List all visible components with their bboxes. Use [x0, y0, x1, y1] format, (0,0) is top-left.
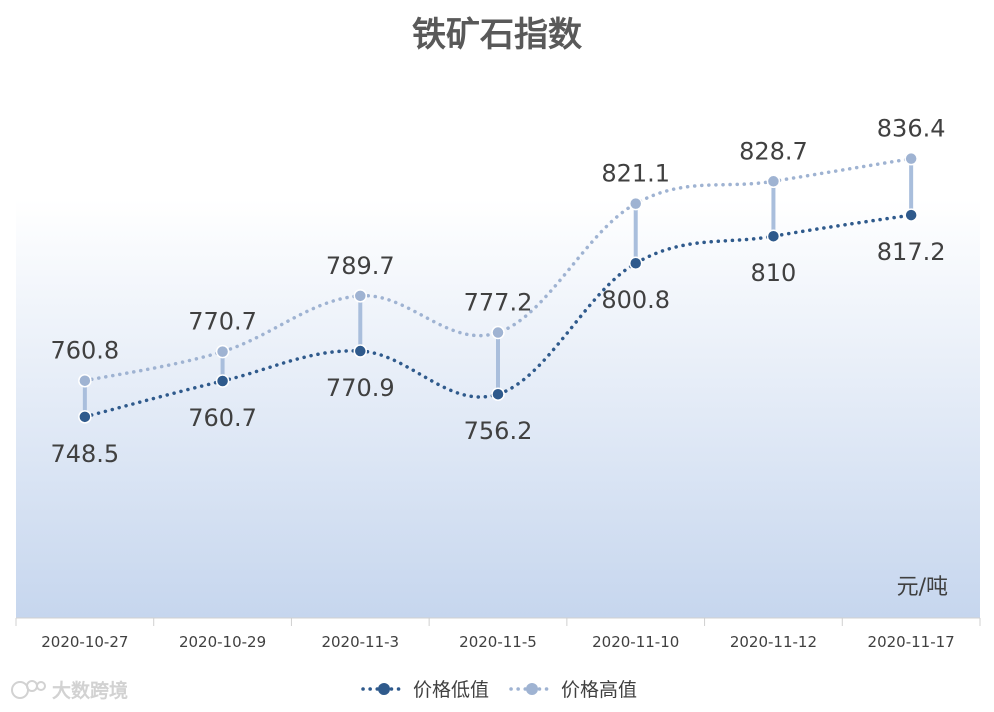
data-label: 770.9	[326, 374, 395, 402]
x-tick-label: 2020-10-29	[179, 633, 266, 651]
data-label: 821.1	[601, 160, 670, 188]
data-label: 760.7	[188, 404, 257, 432]
data-point	[766, 174, 781, 189]
data-point	[78, 373, 92, 388]
data-point	[766, 229, 781, 243]
data-label: 789.7	[326, 252, 395, 280]
watermark-logo-icon	[11, 680, 46, 699]
chart-title: 铁矿石指数	[412, 15, 582, 55]
data-point	[215, 344, 230, 359]
data-label: 777.2	[464, 289, 533, 317]
x-tick-label: 2020-10-27	[41, 633, 128, 651]
unit-label: 元/吨	[897, 575, 948, 600]
data-label: 817.2	[877, 238, 946, 266]
x-tick-label: 2020-11-10	[592, 633, 679, 651]
legend-item-1: 价格高值	[509, 679, 637, 701]
data-point	[904, 208, 918, 222]
x-tick-label: 2020-11-17	[868, 633, 955, 651]
legend-marker	[378, 683, 390, 695]
x-tick-label: 2020-11-3	[321, 633, 399, 651]
data-point	[904, 151, 918, 166]
legend: 价格低值 价格高值	[361, 679, 637, 701]
data-label: 748.5	[50, 440, 119, 468]
series-points	[78, 151, 918, 424]
data-point	[353, 289, 368, 303]
legend-item-0: 价格低值	[361, 679, 489, 701]
legend-label: 价格低值	[413, 679, 489, 701]
data-point	[353, 344, 368, 358]
x-tick-label: 2020-11-12	[730, 633, 817, 651]
legend-label: 价格高值	[561, 679, 637, 701]
watermark-text: 大数跨境	[52, 679, 128, 702]
data-labels: 748.5 760.7 770.9 756.2 800.8 810 817.2 760.8 77…	[50, 115, 945, 468]
data-point	[78, 410, 92, 424]
data-label: 756.2	[464, 417, 533, 445]
data-label: 760.8	[50, 337, 119, 365]
data-point	[491, 387, 505, 401]
legend-marker	[526, 683, 538, 695]
data-point	[628, 196, 643, 211]
data-point	[491, 325, 505, 340]
data-label: 828.7	[739, 137, 808, 165]
data-label: 810	[751, 259, 797, 287]
data-label: 800.8	[601, 286, 670, 314]
data-point	[628, 256, 643, 270]
data-point	[215, 374, 230, 388]
data-label: 836.4	[877, 115, 946, 143]
x-axis: 2020-10-27 2020-10-29 2020-11-3 2020-11-5 20…	[15, 618, 981, 651]
watermark: 大数跨境	[11, 679, 128, 702]
x-tick-label: 2020-11-5	[459, 633, 537, 651]
data-label: 770.7	[188, 308, 257, 336]
